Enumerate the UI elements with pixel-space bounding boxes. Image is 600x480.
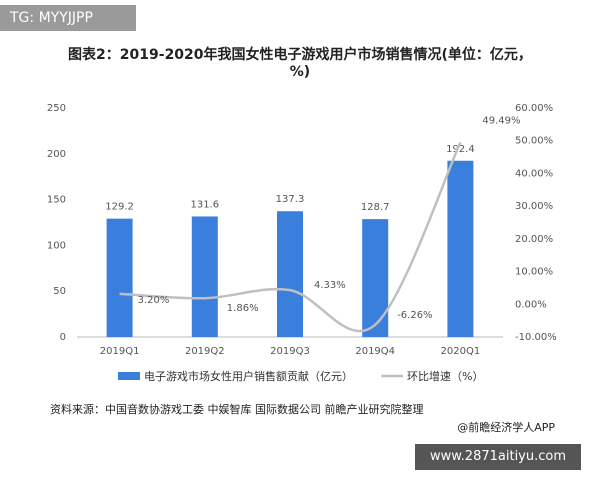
legend-swatch xyxy=(118,372,140,380)
data-label: 3.20% xyxy=(138,295,170,306)
y2-tick-label: 0.00% xyxy=(515,299,547,310)
bar xyxy=(277,211,303,337)
y2-tick-label: 60.00% xyxy=(515,103,553,114)
y-tick-label: 150 xyxy=(47,195,66,206)
bar xyxy=(191,216,218,337)
y-tick-label: 100 xyxy=(47,240,66,251)
legend-label: 环比增速（%） xyxy=(407,369,483,383)
tag: TG: MYYJJPP xyxy=(0,5,136,31)
data-label: 131.6 xyxy=(190,199,219,210)
credit: @前瞻经济学人APP xyxy=(457,420,555,434)
data-label: 49.49% xyxy=(482,115,520,126)
data-label: 128.7 xyxy=(361,202,390,213)
bar xyxy=(362,219,389,337)
bar xyxy=(106,218,133,337)
data-label: 129.2 xyxy=(105,202,134,213)
data-label: 4.33% xyxy=(314,280,346,291)
y-tick-label: 50 xyxy=(53,286,66,297)
data-label: -6.26% xyxy=(397,310,432,321)
data-label: 1.86% xyxy=(227,303,259,314)
data-label: 192.4 xyxy=(446,144,475,155)
y2-tick-label: -10.00% xyxy=(515,332,557,343)
legend-label: 电子游戏市场女性用户销售额贡献（亿元） xyxy=(144,369,353,383)
y2-tick-label: 10.00% xyxy=(515,267,553,278)
y2-tick-label: 20.00% xyxy=(515,234,553,245)
x-tick-label: 2019Q1 xyxy=(100,346,140,357)
line xyxy=(119,141,462,333)
data-label: 137.3 xyxy=(276,194,305,205)
x-tick-label: 2019Q3 xyxy=(270,346,310,357)
watermark: www.2871aitiyu.com xyxy=(415,444,581,470)
bar xyxy=(447,160,474,337)
source: 资料来源：中国音数协游戏工委 中娱智库 国际数据公司 前瞻产业研究院整理 xyxy=(50,402,424,416)
y2-tick-label: 50.00% xyxy=(515,136,553,147)
x-tick-label: 2020Q1 xyxy=(441,346,481,357)
y-tick-label: 250 xyxy=(47,103,66,114)
y-tick-label: 0 xyxy=(60,332,66,343)
y2-tick-label: 30.00% xyxy=(515,201,553,212)
y2-tick-label: 40.00% xyxy=(515,168,553,179)
x-tick-label: 2019Q2 xyxy=(185,346,225,357)
y-tick-label: 200 xyxy=(47,149,66,160)
x-tick-label: 2019Q4 xyxy=(355,346,395,357)
chart-title: 图表2：2019-2020年我国女性电子游戏用户市场销售情况(单位：亿元，%) xyxy=(68,47,532,80)
